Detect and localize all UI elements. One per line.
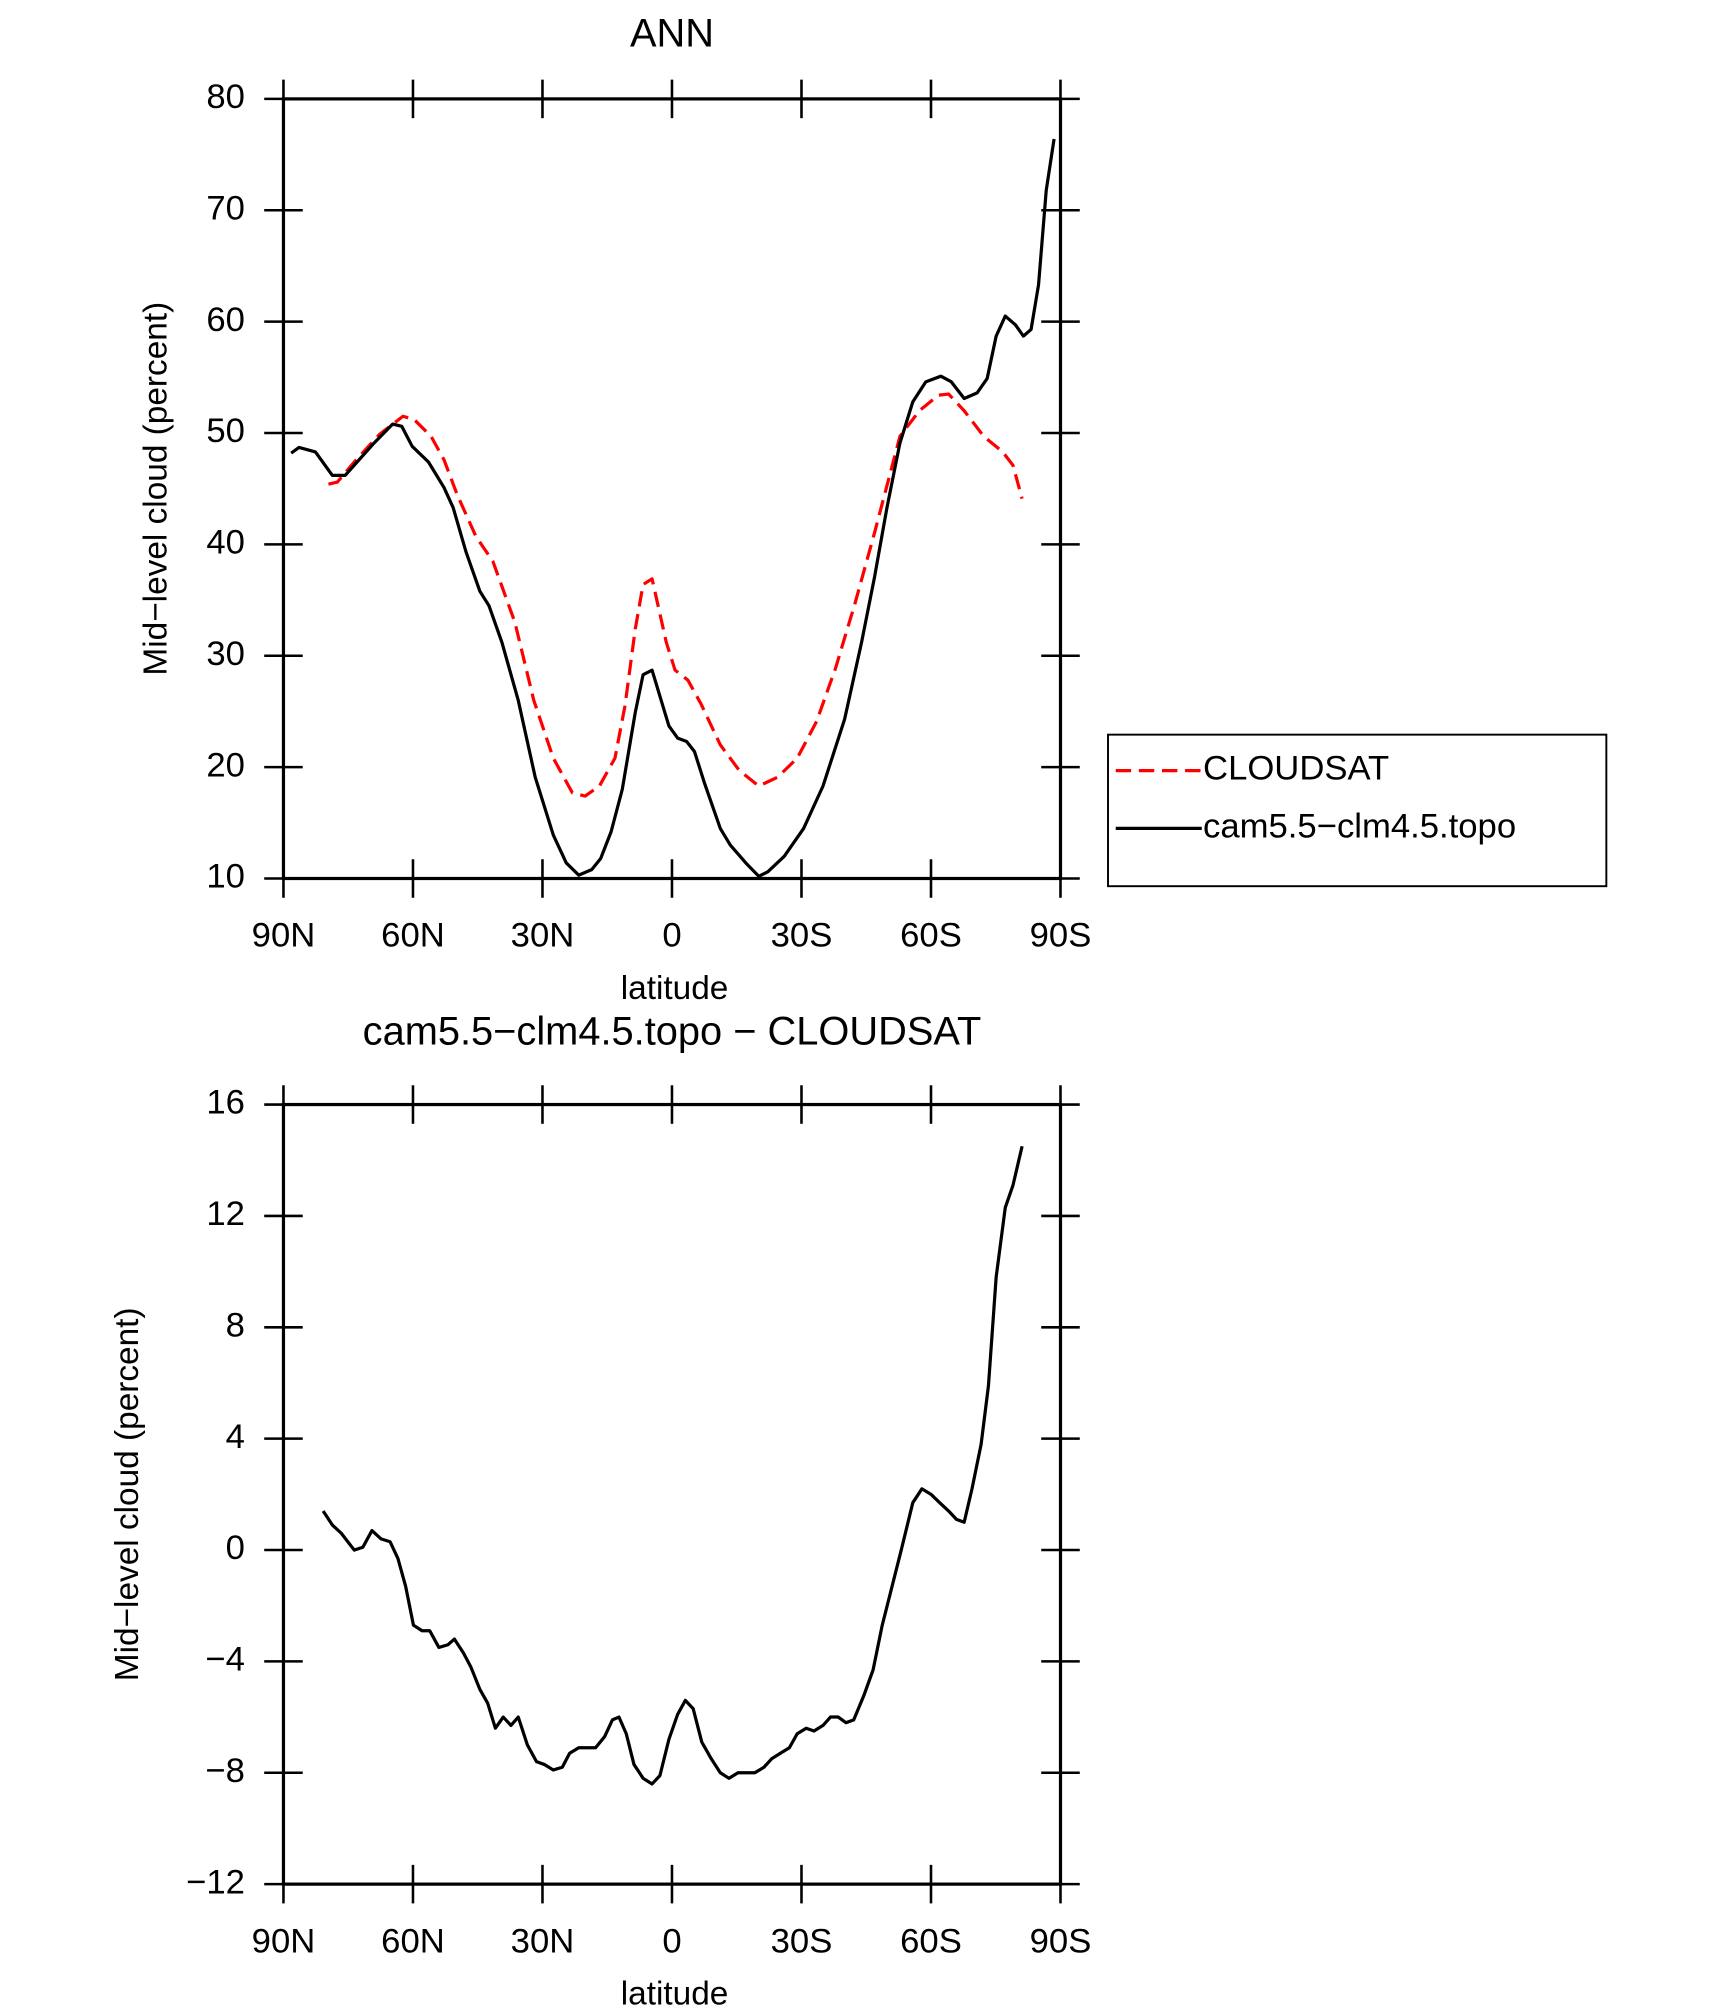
- y-tick-label: 30: [206, 635, 245, 673]
- legend-label: CLOUDSAT: [1203, 750, 1389, 788]
- y-tick-label: 80: [206, 78, 245, 116]
- x-tick-label: 60S: [900, 917, 962, 955]
- x-tick-label: 30N: [511, 917, 575, 955]
- y-tick-label: −4: [205, 1641, 245, 1679]
- x-tick-label: 90N: [252, 1922, 316, 1960]
- chart-title: ANN: [630, 11, 714, 55]
- x-tick-label: 30S: [771, 1922, 833, 1960]
- x-tick-label: 30S: [771, 917, 833, 955]
- data-line: [290, 138, 1056, 878]
- plot-frame: [281, 97, 1063, 881]
- x-tick-label: 0: [662, 1922, 681, 1960]
- legend-box: [1107, 733, 1608, 888]
- plot-frame: [281, 1102, 1063, 1886]
- data-line: [321, 1145, 1024, 1786]
- x-axis-label: latitude: [621, 970, 729, 1007]
- y-tick-label: −8: [205, 1752, 245, 1790]
- x-tick-label: 0: [662, 917, 681, 955]
- x-tick-label: 60N: [381, 1922, 445, 1960]
- x-tick-label: 30N: [511, 1922, 575, 1960]
- y-tick-label: 8: [226, 1306, 245, 1344]
- y-axis-label: Mid−level cloud (percent): [137, 302, 174, 676]
- x-tick-label: 60N: [381, 917, 445, 955]
- y-tick-label: 50: [206, 412, 245, 450]
- y-tick-label: 70: [206, 189, 245, 227]
- y-tick-label: 16: [206, 1084, 245, 1122]
- x-tick-label: 90S: [1030, 1922, 1092, 1960]
- legend-label: cam5.5−clm4.5.topo: [1203, 808, 1516, 846]
- data-line: [328, 392, 1024, 798]
- y-tick-label: 60: [206, 301, 245, 339]
- y-tick-label: −12: [186, 1863, 245, 1901]
- x-tick-label: 90S: [1030, 917, 1092, 955]
- legend: CLOUDSAT cam5.5−clm4.5.topo: [1107, 733, 1608, 888]
- y-tick-label: 0: [226, 1529, 245, 1567]
- y-tick-label: 20: [206, 746, 245, 784]
- y-axis-label: Mid−level cloud (percent): [109, 1307, 146, 1681]
- y-tick-label: 10: [206, 858, 245, 896]
- y-tick-label: 4: [226, 1418, 245, 1456]
- x-axis-label: latitude: [621, 1976, 729, 2010]
- chart-title: cam5.5−clm4.5.topo − CLOUDSAT: [363, 1009, 982, 1053]
- y-tick-label: 40: [206, 524, 245, 562]
- x-tick-label: 90N: [252, 917, 316, 955]
- x-tick-label: 60S: [900, 1922, 962, 1960]
- y-tick-label: 12: [206, 1195, 245, 1233]
